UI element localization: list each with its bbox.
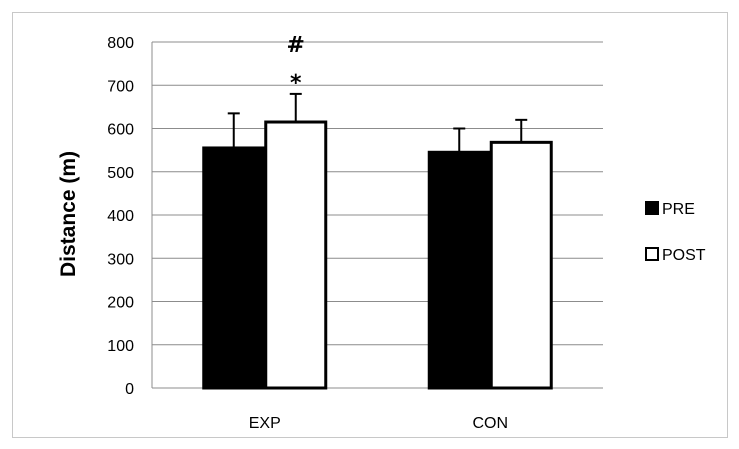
bars — [202, 92, 553, 390]
y-tick-label-400: 400 — [107, 208, 134, 225]
annotations: *# — [287, 33, 305, 96]
legend-label-pre: PRE — [662, 201, 695, 218]
bar-exp-pre — [202, 146, 266, 390]
y-tick-label-200: 200 — [107, 295, 134, 312]
x-tick-label-con: CON — [472, 415, 508, 432]
legend-label-post: POST — [662, 247, 706, 264]
y-tick-label-0: 0 — [125, 381, 134, 398]
y-tick-label-300: 300 — [107, 251, 134, 268]
bar-exp-post — [264, 120, 328, 390]
y-axis-ticks: 0 100 200 300 400 500 600 700 800 — [107, 35, 134, 398]
legend: PRE POST — [645, 201, 706, 264]
legend-swatch-pre — [645, 201, 659, 215]
legend-swatch-post — [645, 247, 659, 261]
x-tick-label-exp: EXP — [249, 415, 281, 432]
x-axis-ticks: EXP CON — [249, 415, 508, 432]
bar-con-pre — [427, 150, 491, 390]
y-tick-label-700: 700 — [107, 78, 134, 95]
bar-con-post — [489, 140, 553, 390]
y-tick-label-600: 600 — [107, 122, 134, 139]
asterisk-annotation: * — [290, 71, 302, 96]
y-axis-label: Distance (m) — [57, 151, 80, 277]
y-tick-label-100: 100 — [107, 338, 134, 355]
hash-annotation: # — [287, 33, 305, 58]
y-tick-label-800: 800 — [107, 35, 134, 52]
chart-frame — [12, 12, 728, 438]
y-tick-label-500: 500 — [107, 165, 134, 182]
